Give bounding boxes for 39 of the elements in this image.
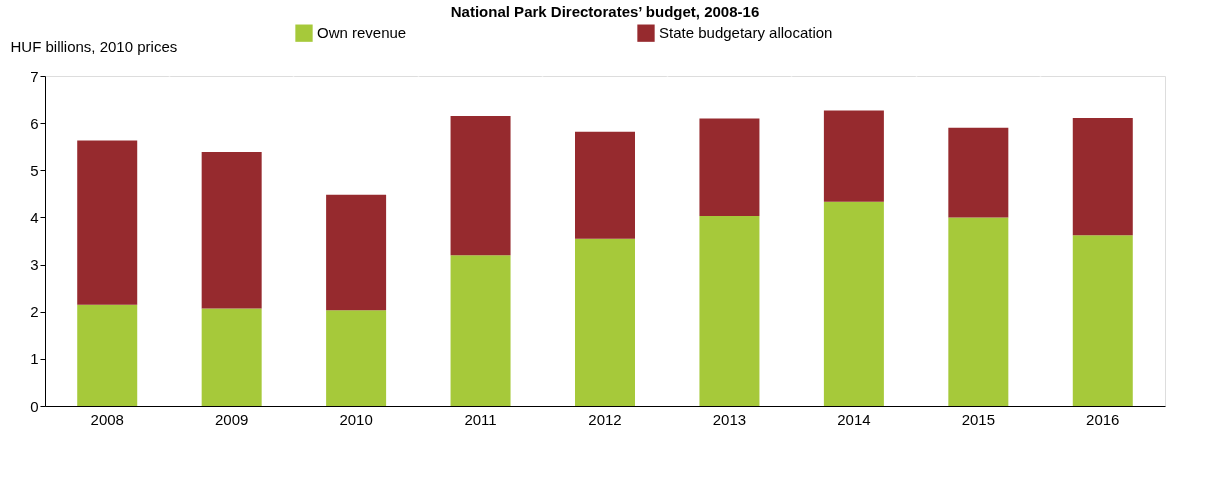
x-tick-label: 2016 bbox=[1086, 410, 1120, 428]
x-tick-label: 2013 bbox=[712, 410, 747, 428]
bar bbox=[450, 255, 511, 406]
bar bbox=[948, 127, 1009, 218]
bar bbox=[575, 131, 635, 239]
y-axis-title: HUF billions, 2010 prices bbox=[10, 37, 178, 55]
x-tick-label: 2009 bbox=[214, 410, 249, 428]
bar bbox=[823, 201, 884, 406]
legend-label: State budgetary allocation bbox=[659, 24, 833, 42]
bar bbox=[77, 304, 138, 406]
x-tick-label: 2015 bbox=[961, 410, 996, 428]
x-tick-label: 2011 bbox=[464, 410, 497, 428]
bar bbox=[823, 110, 884, 202]
bar bbox=[77, 140, 138, 305]
y-tick-label: 5 bbox=[30, 161, 39, 179]
legend-label: Own revenue bbox=[317, 24, 407, 42]
y-tick-label: 3 bbox=[30, 256, 39, 274]
bar bbox=[201, 308, 262, 406]
x-tick-label: 2008 bbox=[90, 410, 124, 428]
bar bbox=[326, 310, 387, 406]
bar bbox=[575, 238, 635, 406]
x-tick-label: 2014 bbox=[837, 410, 871, 428]
bar bbox=[1072, 117, 1133, 236]
x-tick-label: 2010 bbox=[339, 410, 373, 428]
bar bbox=[699, 118, 760, 217]
bar bbox=[326, 194, 387, 311]
x-tick-label: 2012 bbox=[588, 410, 622, 428]
bar bbox=[948, 217, 1009, 406]
bar bbox=[450, 116, 511, 256]
y-tick-label: 1 bbox=[30, 350, 39, 368]
y-tick-label: 6 bbox=[30, 114, 39, 132]
bar bbox=[1072, 235, 1133, 406]
y-tick-label: 2 bbox=[30, 303, 39, 321]
y-tick-label: 0 bbox=[30, 397, 39, 415]
chart-title: National Park Directorates’ budget, 2008-16 bbox=[450, 3, 760, 20]
y-tick-label: 4 bbox=[30, 208, 39, 226]
y-tick-label: 7 bbox=[30, 67, 39, 85]
bar bbox=[699, 216, 760, 406]
bar bbox=[201, 151, 262, 309]
